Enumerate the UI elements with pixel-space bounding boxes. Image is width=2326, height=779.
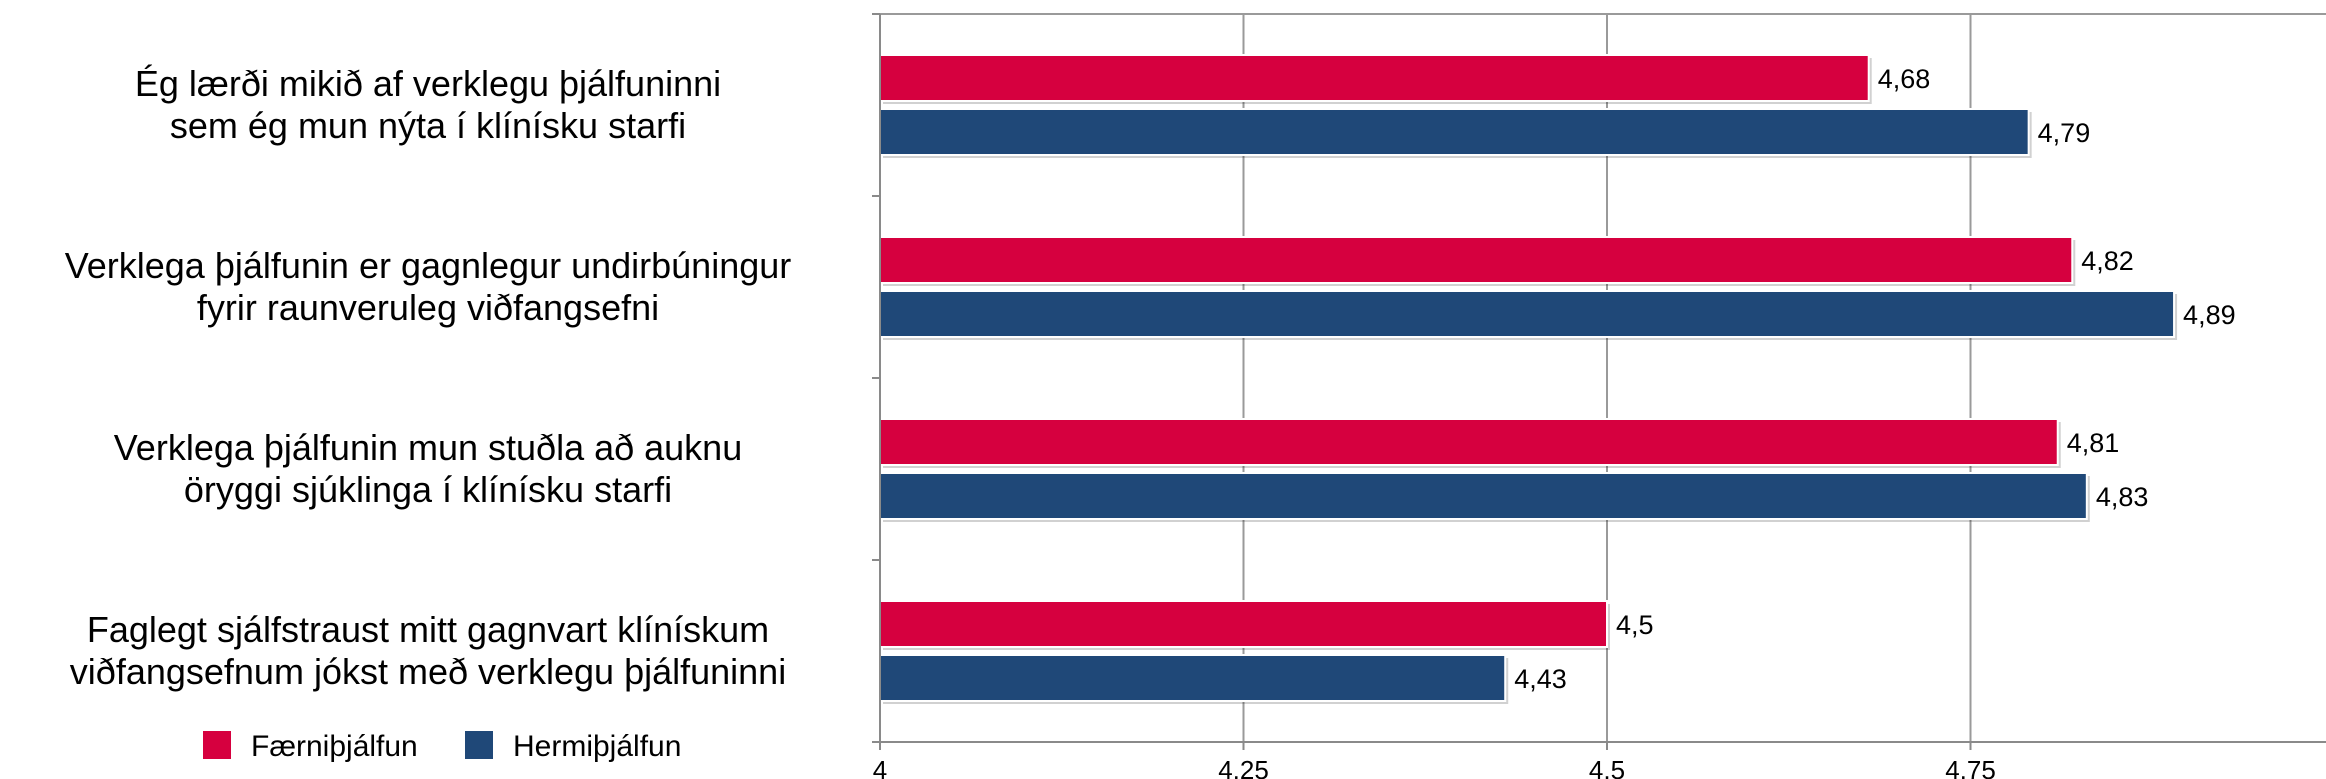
bar-faerni	[879, 418, 2059, 466]
x-tick-label: 4,25	[1218, 755, 1269, 779]
category-label: sem ég mun nýta í klínísku starfi	[170, 105, 686, 146]
category-label: fyrir raunveruleg viðfangsefni	[197, 287, 659, 328]
data-label: 4,79	[2038, 118, 2091, 148]
legend: Færniþjálfun Hermiþjálfun	[203, 730, 681, 763]
category-label: Ég lærði mikið af verklegu þjálfuninni	[135, 63, 721, 104]
axes: 44,254,54,755	[872, 13, 2326, 779]
category-label: Faglegt sjálfstraust mitt gagnvart klíní…	[87, 609, 769, 650]
bar-faerni	[879, 236, 2074, 284]
legend-label: Færniþjálfun	[251, 730, 418, 763]
bar-hermi	[879, 472, 2088, 520]
data-label: 4,5	[1616, 610, 1654, 640]
data-label: 4,43	[1514, 664, 1567, 694]
category-label: öryggi sjúklinga í klínísku starfi	[184, 469, 672, 510]
bar-hermi	[879, 654, 1507, 702]
x-tick-label: 4	[873, 755, 887, 779]
bars	[879, 54, 2178, 704]
legend-swatch	[203, 731, 231, 759]
x-tick-label: 4,75	[1945, 755, 1996, 779]
category-label: Verklega þjálfunin mun stuðla að auknu	[114, 427, 742, 468]
bar-hermi	[879, 290, 2176, 338]
data-label: 4,68	[1878, 64, 1931, 94]
bar-faerni	[879, 600, 1608, 648]
legend-label: Hermiþjálfun	[513, 730, 681, 763]
x-tick-label: 4,5	[1589, 755, 1625, 779]
bar-faerni	[879, 54, 1870, 102]
legend-swatch	[465, 731, 493, 759]
data-label: 4,81	[2067, 428, 2120, 458]
bar-hermi	[879, 108, 2030, 156]
category-label: Verklega þjálfunin er gagnlegur undirbún…	[65, 245, 792, 286]
data-label: 4,89	[2183, 300, 2236, 330]
labels: 4,68 4,79 Ég lærði mikið af verklegu þjálf…	[65, 63, 2236, 694]
category-label: viðfangsefnum jókst með verklegu þjálfun…	[70, 651, 786, 692]
data-label: 4,82	[2081, 246, 2134, 276]
data-label: 4,83	[2096, 482, 2149, 512]
